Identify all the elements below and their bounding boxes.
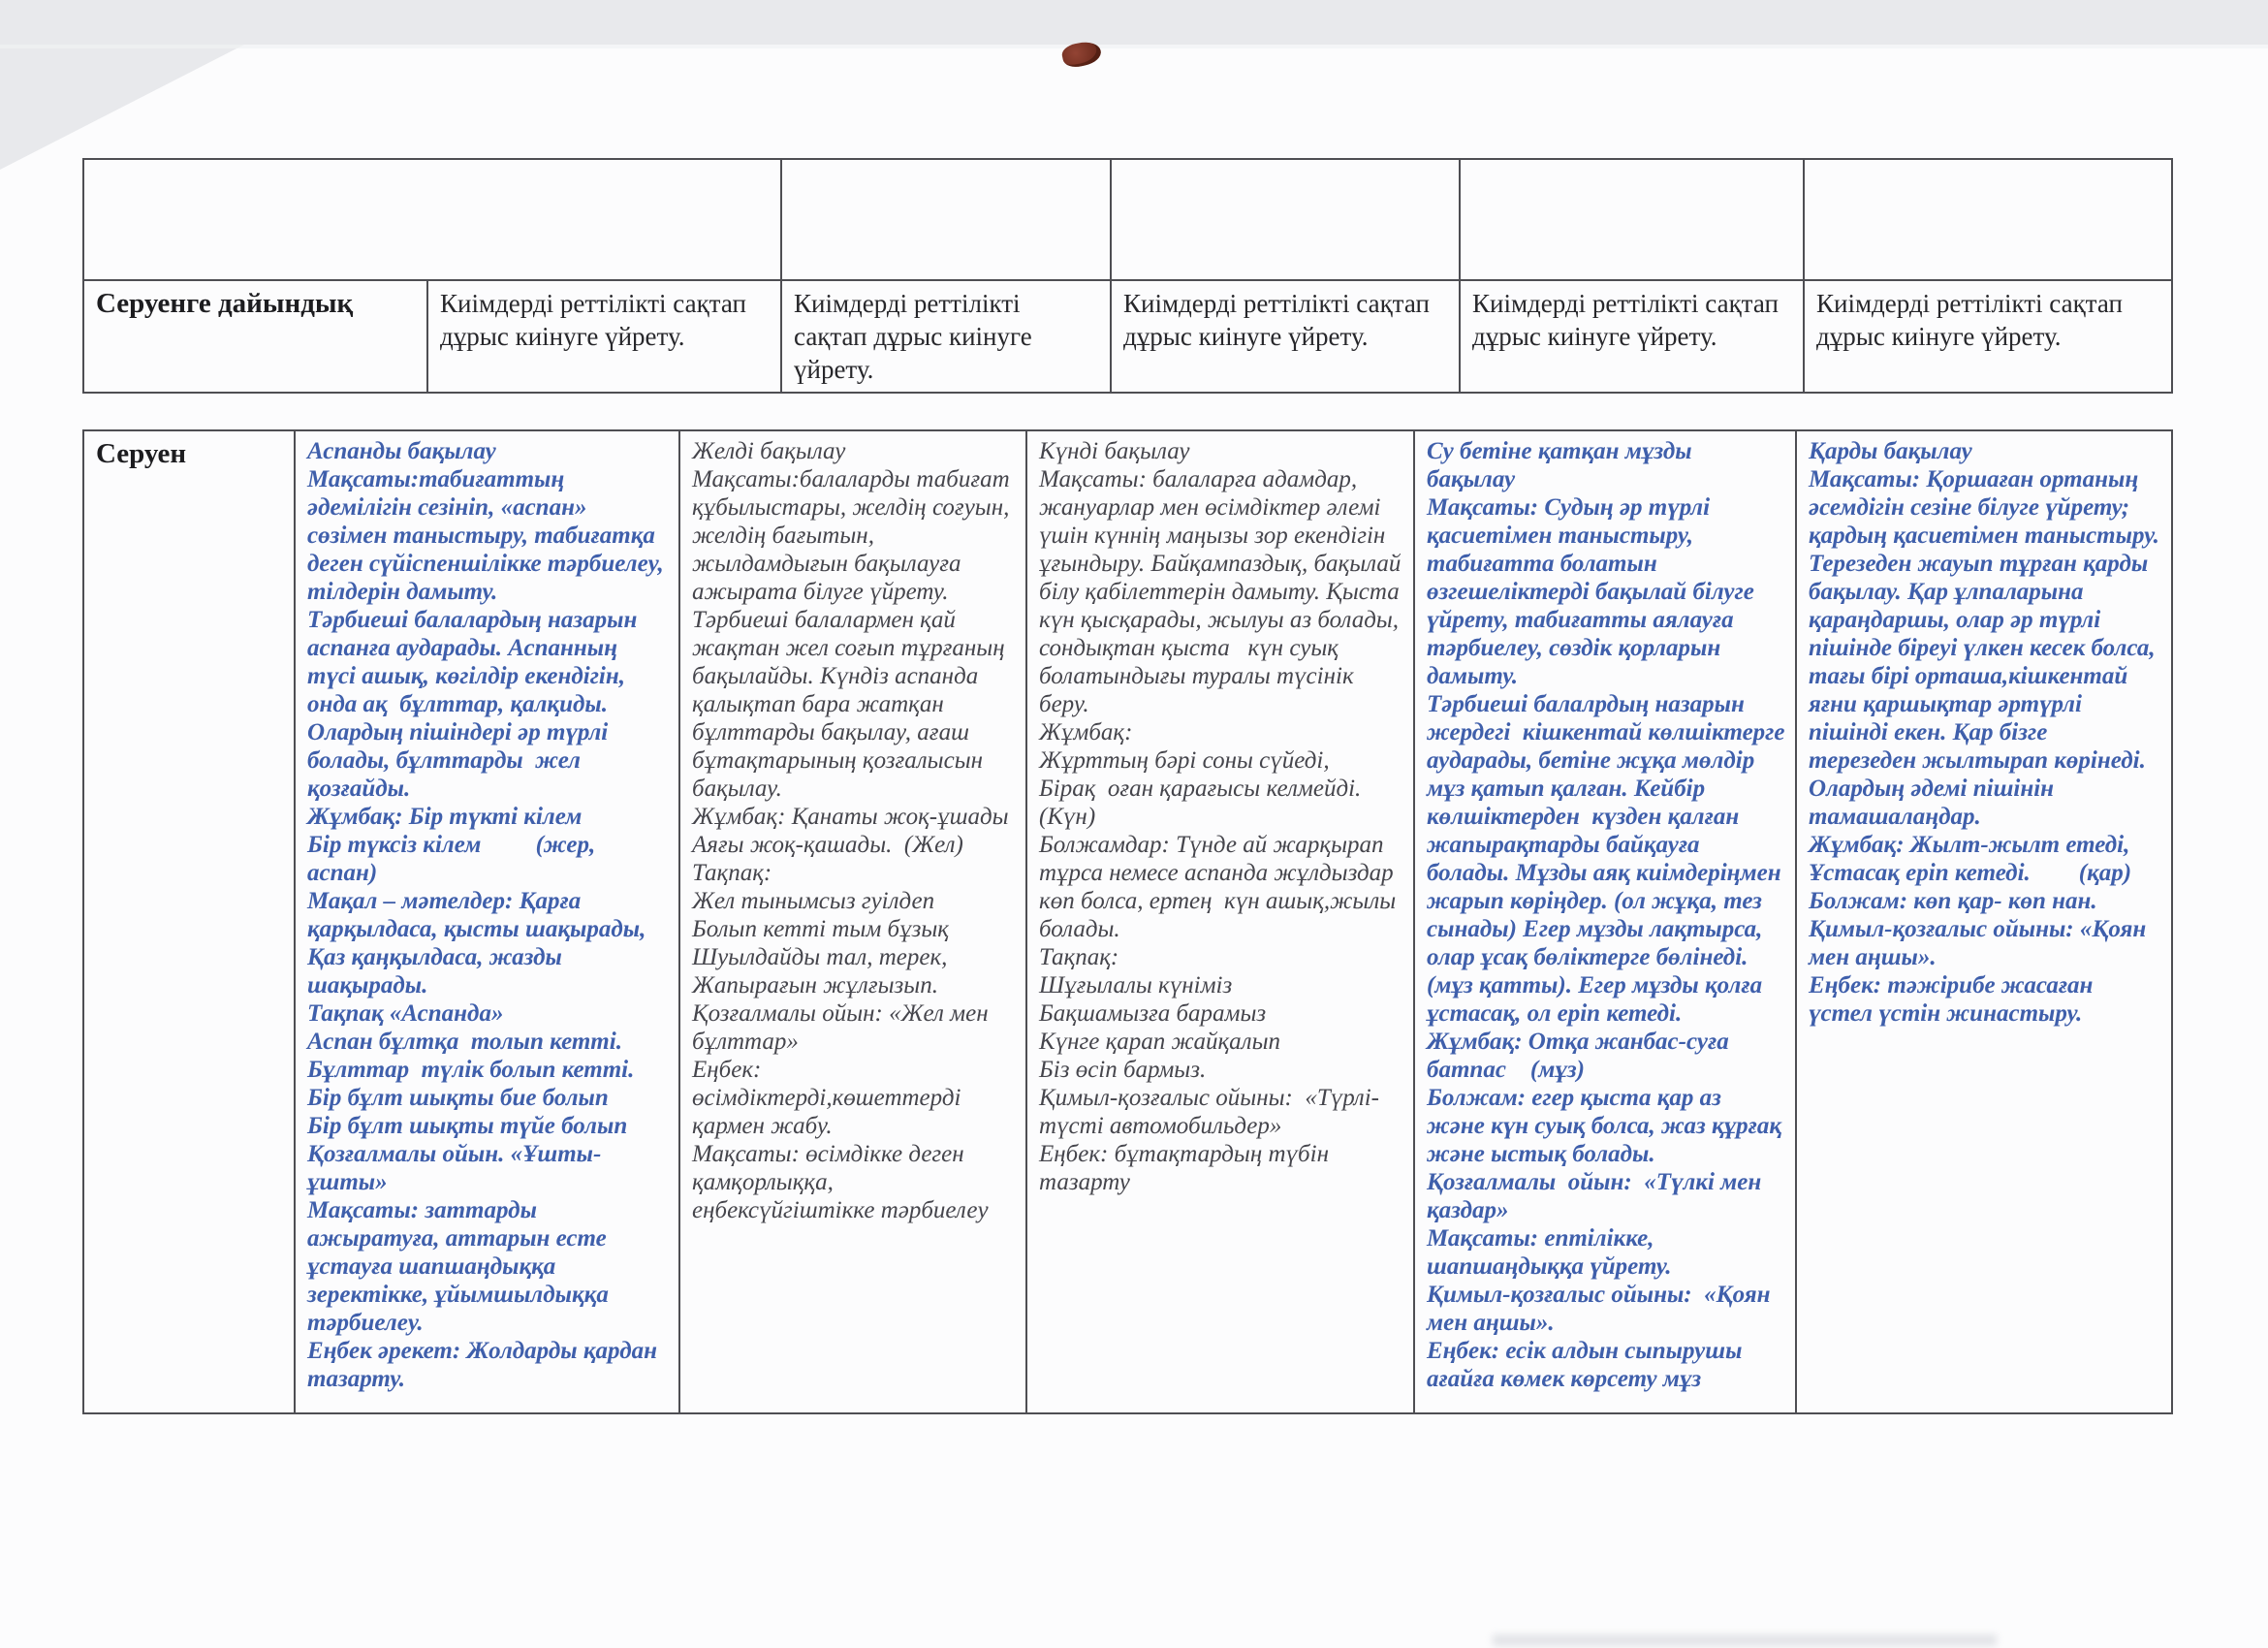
- text-block: Қозғалмалы ойын: «Түлкі мен қаздар»: [1427, 1169, 1768, 1223]
- row-label-walk: Серуен: [82, 429, 296, 1414]
- scanner-smudge: [1493, 1634, 1997, 1646]
- text-block: Мақал – мәтелдер: Қарға қарқылдаса, қыст…: [307, 888, 646, 998]
- empty-cell: [82, 158, 782, 281]
- row-label-preparation: Серуенге дайындық: [82, 279, 428, 394]
- text-block: Болжамдар: Түнде ай жарқырап тұрса немес…: [1039, 832, 1402, 942]
- text-block: Тақпақ «Аспанда»: [307, 1000, 504, 1027]
- text-block: Мақсаты:табиғаттың әдемілігін сезініп, «…: [307, 466, 671, 605]
- text-block: Қимыл-қозғалыс ойыны: «Қоян мен аңшы».: [1427, 1282, 1777, 1336]
- empty-header-row: [82, 158, 2173, 281]
- text-block: Тәрбиеші балалрдың назарын жердегі кішке…: [1427, 691, 1791, 1027]
- text-block: Тақпақ: Шұғылалы күніміз Бақшамызға бара…: [1039, 944, 1280, 1083]
- text-block: Еңбек: өсімдіктерді,көшеттерді қармен жа…: [692, 1057, 961, 1139]
- text-block: Тәрбиеші балалармен қай жақтан жел соғып…: [692, 607, 1011, 802]
- empty-cell: [780, 158, 1112, 281]
- walk-col-ice-observation: Су бетіне қатқан мұзды бақылау Мақсаты: С…: [1413, 429, 1797, 1414]
- text-block: Су бетіне қатқан мұзды бақылау: [1427, 438, 1698, 492]
- text-block: Олардың пішіндері әр түрлі болады, бұлтт…: [307, 719, 614, 802]
- prep-goal-cell-3: Киімдерді реттілікті сақтап дұрыс киінуг…: [1110, 279, 1461, 394]
- walk-col-sun-observation: Күнді бақылау Мақсаты: балаларға адамдар,…: [1025, 429, 1415, 1414]
- text-block: Желді бақылау: [692, 438, 846, 464]
- text-block: Мақсаты: ептілікке, шапшаңдыққа үйрету.: [1427, 1225, 1672, 1280]
- text-block: Аспанды бақылау: [307, 438, 496, 464]
- walk-col-sky-observation: Аспанды бақылау Мақсаты:табиғаттың әдеміл…: [294, 429, 680, 1414]
- text-block: Мақсаты: Қоршаған ортаның әсемдігін сезі…: [1809, 466, 2166, 830]
- text-block: Мақсаты: балаларға адамдар, жануарлар ме…: [1039, 466, 1407, 717]
- text-block: Жұмбақ: Бір түкті кілем Бір түксіз кілем…: [307, 804, 596, 886]
- text-block: Мақсаты: өсімдікке деген қамқорлыққа, ең…: [692, 1141, 989, 1223]
- preparation-row: Серуенге дайындық Киімдерді реттілікті с…: [82, 279, 2173, 394]
- empty-cell: [1110, 158, 1461, 281]
- text-block: Жұмбақ: Жұрттың бәрі соны сүйеді, Бірақ …: [1039, 719, 1362, 830]
- empty-cell: [1803, 158, 2173, 281]
- text-block: Қимыл-қозғалыс ойыны: «Түрлі-түсті автом…: [1039, 1085, 1379, 1139]
- text-block: Мақсаты: Судың әр түрлі қасиетімен таныс…: [1427, 494, 1761, 689]
- text-block: Жұмбақ: Қанаты жоқ-ұшады Аяғы жоқ-қашады…: [692, 804, 1009, 858]
- text-block: Болжам: егер қыста қар аз және күн суық …: [1427, 1085, 1788, 1167]
- text-block: Болжам: көп қар- көп нан.: [1809, 888, 2097, 914]
- text-block: Қозғалмалы ойын. «Ұшты-ұшты»: [307, 1141, 602, 1195]
- walk-col-snow-observation: Қарды бақылау Мақсаты: Қоршаған ортаның ә…: [1795, 429, 2173, 1414]
- text-block: Еңбек әрекет: Жолдарды қардан тазарту.: [307, 1338, 664, 1392]
- scanner-shadow-edge: [0, 45, 2268, 48]
- prep-goal-cell-5: Киімдерді реттілікті сақтап дұрыс киінуг…: [1803, 279, 2173, 394]
- text-block: Жұмбақ: Отқа жанбас-суға батпас (мұз): [1427, 1029, 1735, 1083]
- walk-row: Серуен Аспанды бақылау Мақсаты:табиғаттың…: [82, 429, 2173, 1414]
- text-block: Күнді бақылау: [1039, 438, 1190, 464]
- text-block: Еңбек: бұтақтардың түбін тазарту: [1039, 1141, 1336, 1195]
- preparation-table: Серуенге дайындық Киімдерді реттілікті с…: [82, 158, 2173, 394]
- walk-table: Серуен Аспанды бақылау Мақсаты:табиғаттың…: [82, 429, 2173, 1414]
- text-block: Еңбек: есік алдын сыпырушы ағайға көмек …: [1427, 1338, 1748, 1392]
- empty-cell: [1459, 158, 1805, 281]
- text-block: Жел тынымсыз гуілдеп Болып кетті тым бұз…: [692, 888, 949, 998]
- prep-goal-cell-2: Киімдерді реттілікті сақтап дұрыс киінуг…: [780, 279, 1112, 394]
- prep-goal-cell-1: Киімдерді реттілікті сақтап дұрыс киінуг…: [426, 279, 782, 394]
- text-block: Еңбек: тәжірибе жасаған үстел үстін жина…: [1809, 972, 2099, 1027]
- text-block: Тақпақ:: [692, 860, 772, 886]
- text-block: Қарды бақылау: [1809, 438, 1972, 464]
- prep-goal-cell-4: Киімдерді реттілікті сақтап дұрыс киінуг…: [1459, 279, 1805, 394]
- text-block: Қимыл-қозғалыс ойыны: «Қоян мен аңшы».: [1809, 916, 2153, 970]
- text-block: Қозғалмалы ойын: «Жел мен бұлттар»: [692, 1000, 994, 1055]
- text-block: Аспан бұлтқа толып кетті. Бұлттар түлік …: [307, 1029, 635, 1139]
- text-block: Мақсаты:балаларды табиғат құбылыстары, ж…: [692, 466, 1016, 605]
- text-block: Жұмбақ: Жылт-жылт етеді, Ұстасақ еріп ке…: [1809, 832, 2132, 886]
- walk-col-wind-observation: Желді бақылау Мақсаты:балаларды табиғат қ…: [678, 429, 1027, 1414]
- text-block: Тәрбиеші балалардың назарын аспанға ауда…: [307, 607, 644, 717]
- text-block: Мақсаты: заттарды ажыратуға, аттарын ест…: [307, 1197, 615, 1336]
